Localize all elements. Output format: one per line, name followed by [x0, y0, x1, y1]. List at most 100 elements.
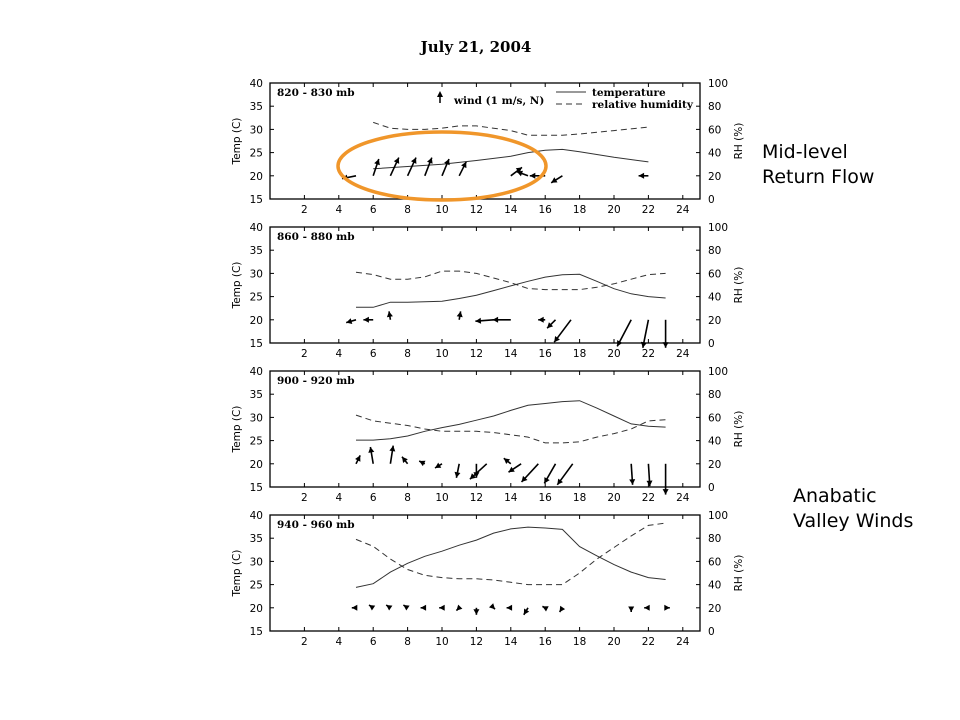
y2-tick-label: 40 — [708, 148, 721, 160]
y-tick-label: 25 — [250, 292, 263, 304]
y2-tick-label: 0 — [708, 194, 715, 206]
x-tick-label: 14 — [504, 636, 518, 648]
x-tick-label: 18 — [573, 204, 586, 216]
x-tick-label: 4 — [335, 492, 342, 504]
wind-arrow — [385, 604, 393, 611]
y-tick-label: 15 — [250, 194, 263, 206]
y2-tick-label: 80 — [708, 533, 721, 545]
plot-frame — [269, 514, 701, 632]
wind-arrow — [503, 457, 512, 465]
wind-arrow — [543, 463, 557, 484]
wind-reference-arrowhead — [437, 91, 443, 97]
x-tick-label: 2 — [301, 492, 308, 504]
y2-tick-label: 80 — [708, 389, 721, 401]
x-tick-label: 16 — [539, 636, 553, 648]
y-tick-label: 20 — [250, 603, 263, 615]
y-tick-label: 30 — [250, 556, 263, 568]
wind-arrow — [492, 316, 511, 323]
x-tick-label: 20 — [607, 636, 620, 648]
y2-tick-label: 0 — [708, 626, 715, 638]
x-tick-label: 22 — [642, 636, 655, 648]
chart-panel: 2 4 6 8 10 12 14 16 18 20 22 2415202530354002040608… — [231, 366, 745, 504]
wind-arrow — [664, 604, 670, 611]
y-tick-label: 20 — [250, 315, 263, 327]
wind-arrow — [406, 157, 417, 177]
plot-frame — [269, 370, 701, 488]
wind-arrow — [473, 607, 480, 615]
x-tick-label: 20 — [607, 348, 620, 360]
y2-tick-label: 20 — [708, 459, 721, 471]
x-tick-label: 12 — [470, 636, 483, 648]
x-tick-label: 4 — [335, 636, 342, 648]
temperature-line — [373, 148, 649, 170]
wind-arrow — [345, 318, 357, 324]
wind-arrow — [638, 172, 649, 179]
chart-panel: 2 4 6 8 10 12 14 16 18 20 22 2415202530354002040608… — [231, 78, 745, 216]
x-tick-label: 24 — [676, 348, 690, 360]
humidity-line — [355, 270, 666, 291]
wind-arrow — [441, 158, 450, 177]
x-tick-label: 4 — [335, 348, 342, 360]
x-tick-label: 12 — [470, 204, 483, 216]
wind-arrow — [456, 311, 463, 320]
y2-tick-label: 60 — [708, 124, 721, 136]
wind-arrow — [368, 446, 375, 464]
y-tick-label: 20 — [250, 459, 263, 471]
y2-tick-label: 100 — [708, 510, 728, 522]
wind-arrow — [434, 462, 443, 469]
y-axis-label: Temp (C) — [231, 262, 243, 310]
annotation-line: Return Flow — [762, 166, 875, 188]
x-tick-label: 4 — [335, 204, 342, 216]
wind-arrow — [424, 157, 433, 177]
annotation-return-flow: Mid-level Return Flow — [762, 140, 874, 190]
y-tick-label: 15 — [250, 338, 263, 350]
y-tick-label: 30 — [250, 412, 263, 424]
y-axis-label: Temp (C) — [231, 406, 243, 454]
wind-arrow — [616, 319, 632, 347]
wind-arrow — [401, 456, 409, 465]
y-tick-label: 30 — [250, 268, 263, 280]
panel-title: 820 - 830 mb — [277, 87, 355, 99]
x-tick-label: 10 — [435, 204, 448, 216]
x-tick-label: 8 — [404, 492, 411, 504]
wind-arrow — [558, 605, 566, 613]
chart-panel: 2 4 6 8 10 12 14 16 18 20 22 2415202530354002040608… — [231, 222, 745, 360]
x-tick-label: 2 — [301, 204, 308, 216]
wind-arrow — [454, 463, 461, 478]
annotation-line: Mid-level — [762, 141, 848, 163]
y2-axis-label: RH (%) — [733, 123, 745, 160]
y2-tick-label: 0 — [708, 482, 715, 494]
y-tick-label: 15 — [250, 482, 263, 494]
wind-arrow — [546, 319, 557, 329]
highlight-ellipse — [336, 130, 548, 202]
wind-arrow — [418, 460, 426, 467]
wind-arrow — [628, 606, 635, 612]
x-tick-label: 16 — [539, 204, 553, 216]
y2-tick-label: 80 — [708, 101, 721, 113]
wind-arrow — [523, 607, 530, 616]
y2-axis-label: RH (%) — [733, 411, 745, 448]
x-tick-label: 6 — [370, 492, 377, 504]
wind-arrow — [644, 604, 650, 611]
y2-axis-label: RH (%) — [733, 555, 745, 592]
x-tick-label: 20 — [607, 204, 620, 216]
x-tick-label: 22 — [642, 348, 655, 360]
x-tick-label: 20 — [607, 492, 620, 504]
wind-arrow — [520, 463, 539, 483]
x-tick-label: 24 — [676, 204, 690, 216]
x-tick-label: 12 — [470, 348, 483, 360]
humidity-line — [355, 522, 666, 586]
x-tick-label: 18 — [573, 348, 586, 360]
y-tick-label: 25 — [250, 436, 263, 448]
wind-arrow — [556, 463, 574, 486]
y2-tick-label: 100 — [708, 78, 728, 90]
wind-arrow — [475, 317, 494, 324]
legend-label: relative humidity — [592, 99, 694, 111]
wind-arrow — [386, 311, 393, 320]
x-tick-label: 24 — [676, 636, 690, 648]
x-tick-label: 8 — [404, 204, 411, 216]
wind-arrow — [402, 604, 410, 611]
panel-title: 940 - 960 mb — [277, 519, 355, 531]
x-tick-label: 16 — [539, 348, 553, 360]
